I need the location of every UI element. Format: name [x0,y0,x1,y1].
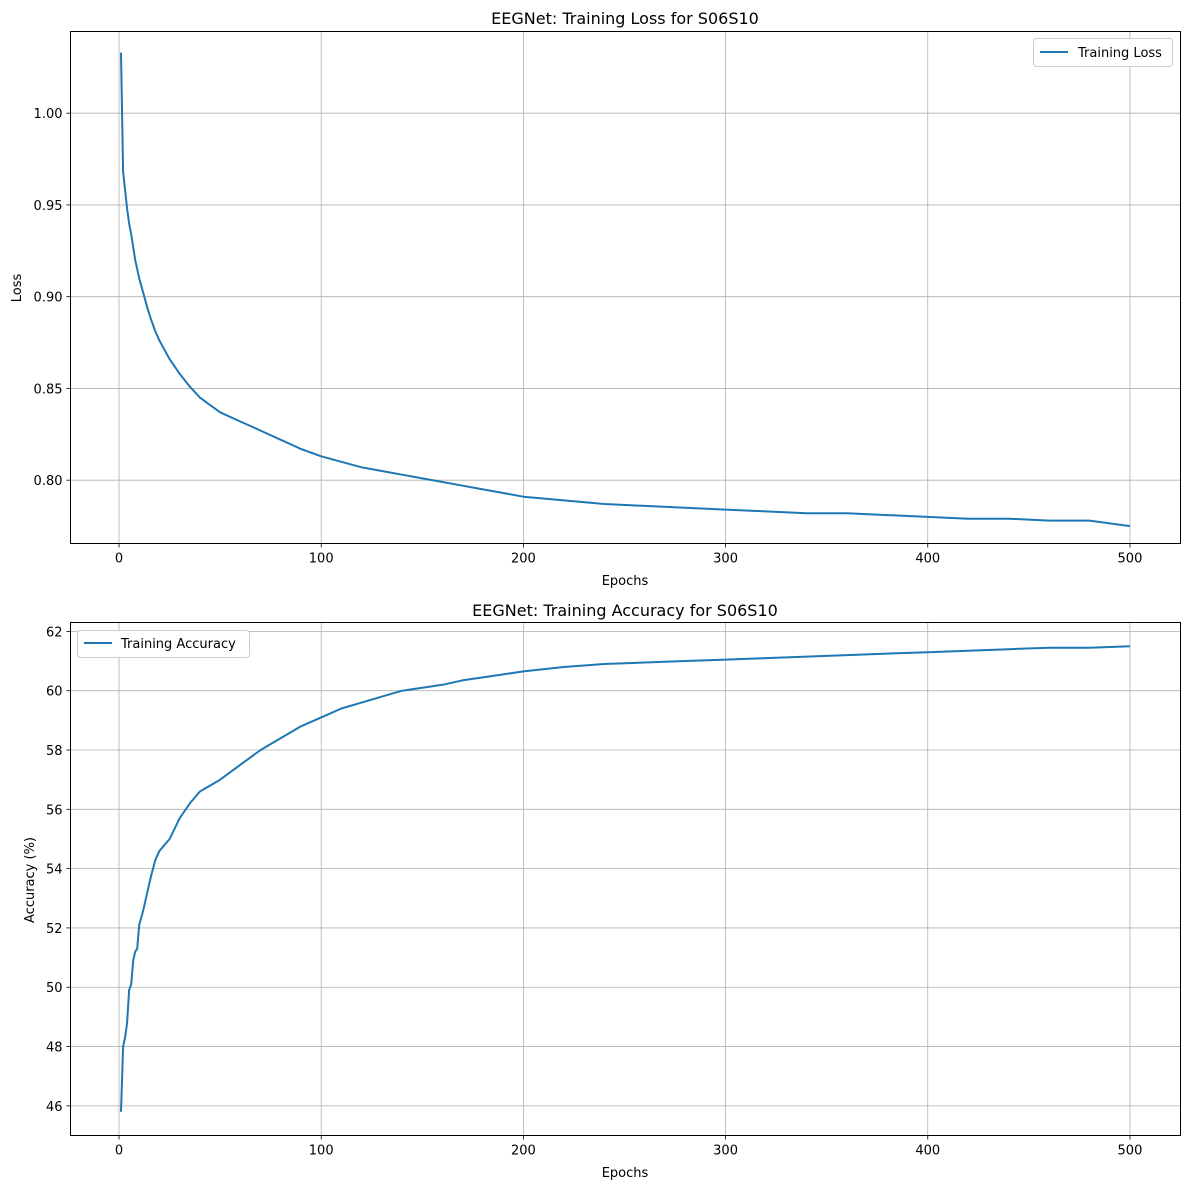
loss-x-tick-label: 300 [713,552,738,567]
loss-chart-title: EEGNet: Training Loss for S06S10 [491,9,759,28]
accuracy-plot-frame [70,622,1181,1136]
accuracy-y-tick-label: 62 [46,625,63,640]
accuracy-y-tick-label: 52 [46,922,63,937]
loss-y-tick-label: 0.95 [34,199,63,214]
accuracy-legend-box [77,630,250,658]
accuracy-x-axis-label: Epochs [602,1166,649,1181]
accuracy-y-tick-label: 54 [46,863,63,878]
loss-y-axis-label: Loss [10,274,25,303]
accuracy-x-ticks: 0 100 200 300 400 500 [115,1135,1143,1159]
loss-x-tick-label: 0 [115,552,123,567]
loss-y-tick-label: 1.00 [34,107,63,122]
loss-plot-frame [70,31,1181,544]
accuracy-y-axis-label: Accuracy (%) [23,837,38,923]
loss-x-tick-label: 100 [309,552,334,567]
loss-y-ticks: 0.80 0.85 0.90 0.95 1.00 [34,107,71,489]
accuracy-x-tick-label: 200 [511,1144,536,1159]
loss-legend-label: Training Loss [1077,46,1162,61]
loss-line-layer [120,52,1131,528]
accuracy-x-tick-label: 0 [115,1144,123,1159]
loss-y-tick-label: 0.80 [34,474,63,489]
accuracy-x-tick-label: 300 [713,1144,738,1159]
loss-grid [70,31,1181,544]
accuracy-y-tick-label: 46 [46,1100,63,1115]
loss-x-ticks: 0 100 200 300 400 500 [115,543,1143,567]
loss-x-tick-label: 200 [511,552,536,567]
loss-x-tick-label: 400 [915,552,940,567]
accuracy-y-ticks: 46 48 50 52 54 56 58 60 62 [46,625,71,1115]
accuracy-x-tick-label: 400 [915,1144,940,1159]
accuracy-y-tick-label: 50 [46,981,63,996]
accuracy-y-tick-label: 60 [46,685,63,700]
loss-series-line [120,52,1131,528]
loss-x-axis-label: Epochs [602,574,649,589]
loss-y-tick-label: 0.90 [34,291,63,306]
accuracy-x-tick-label: 500 [1118,1144,1143,1159]
accuracy-chart-panel: EEGNet: Training Accuracy for S06S10 0 10… [23,601,1181,1181]
loss-chart-panel: EEGNet: Training Loss for S06S10 0 100 200… [10,9,1181,589]
accuracy-legend: Training Accuracy [77,630,250,658]
accuracy-y-tick-label: 48 [46,1041,63,1056]
accuracy-series-line [120,645,1131,1112]
loss-y-tick-label: 0.85 [34,382,63,397]
accuracy-y-tick-label: 58 [46,744,63,759]
loss-legend: Training Loss [1033,38,1173,67]
accuracy-x-tick-label: 100 [309,1144,334,1159]
loss-legend-box [1033,38,1173,67]
accuracy-line-layer [120,645,1131,1112]
accuracy-legend-label: Training Accuracy [120,637,236,652]
accuracy-y-tick-label: 56 [46,803,63,818]
accuracy-grid [70,622,1181,1136]
loss-x-tick-label: 500 [1118,552,1143,567]
accuracy-chart-title: EEGNet: Training Accuracy for S06S10 [472,601,778,620]
